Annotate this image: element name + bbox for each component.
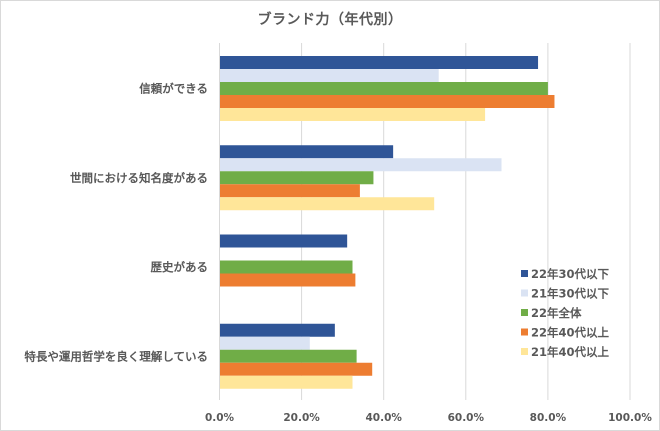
legend-label: 22年30代以下 <box>531 267 610 281</box>
bar <box>220 56 539 69</box>
legend-label: 22年40代以上 <box>531 326 610 340</box>
bar <box>220 362 373 376</box>
legend-swatch <box>521 348 528 355</box>
legend-swatch <box>521 270 528 277</box>
bar <box>220 273 356 287</box>
bar <box>220 197 435 211</box>
category-label: 信頼ができる <box>139 82 208 96</box>
x-tick-label: 60.0% <box>448 412 485 424</box>
bar <box>220 184 360 198</box>
category-label: 世間における知名度がある <box>70 171 208 185</box>
bar <box>220 95 555 108</box>
x-tick-label: 80.0% <box>530 412 567 424</box>
bar <box>220 145 394 159</box>
legend-label: 21年30代以下 <box>531 287 610 301</box>
x-tick-label: 100.0% <box>608 412 652 424</box>
category-label: 特長や運用哲学を良く理解している <box>24 349 208 363</box>
bar <box>220 375 353 389</box>
bars <box>220 56 555 389</box>
x-axis-ticks: 0.0% 20.0% 40.0% 60.0% 80.0% 100.0% <box>205 412 652 424</box>
bar <box>220 82 548 95</box>
x-tick-label: 20.0% <box>283 412 320 424</box>
x-tick-label: 0.0% <box>205 412 235 424</box>
bar <box>220 234 348 248</box>
chart-title: ブランド力（年代別） <box>257 12 403 28</box>
x-tick-label: 40.0% <box>365 412 402 424</box>
bar <box>220 158 502 172</box>
legend-label: 22年全体 <box>531 306 582 320</box>
legend-swatch <box>521 289 528 297</box>
legend: 22年30代以下 21年30代以下 22年全体 22年40代以上 21年40代以上 <box>521 267 610 359</box>
bar <box>220 260 353 274</box>
bar <box>220 171 374 185</box>
legend-swatch <box>521 328 528 336</box>
bar <box>220 108 486 121</box>
bar <box>220 349 357 363</box>
bar <box>220 323 335 337</box>
bar <box>220 336 310 350</box>
legend-label: 21年40代以上 <box>531 345 610 359</box>
gridlines <box>219 43 631 400</box>
legend-swatch <box>521 309 528 316</box>
bar <box>220 69 439 82</box>
category-label: 歴史がある <box>151 260 209 274</box>
